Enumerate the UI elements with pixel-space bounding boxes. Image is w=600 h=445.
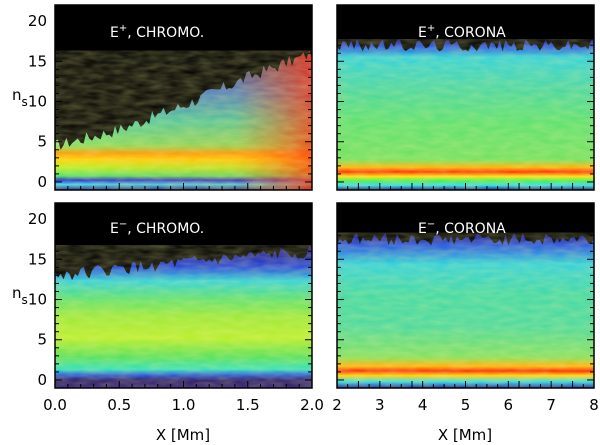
panel-corona-plus: [336, 4, 595, 191]
x-axis-label-left: X [Mm]: [156, 426, 210, 444]
x-tick-label: 2.0: [300, 396, 324, 414]
spectrum-texture: [337, 39, 594, 190]
panel-ticks: [54, 203, 313, 388]
y-axis-label-top: ns: [12, 86, 28, 109]
y-tick-label: 10: [28, 291, 47, 309]
y-tick-label: 0: [37, 173, 47, 191]
y-tick-label: 15: [28, 250, 47, 268]
panel-ticks: [336, 203, 595, 388]
x-tick-label: 1.5: [236, 396, 260, 414]
x-tick-label: 8: [589, 396, 599, 414]
x-tick-label: 4: [418, 396, 428, 414]
panel-ticks: [336, 5, 595, 190]
spectrum-texture: [55, 245, 312, 388]
x-tick-label: 0.5: [107, 396, 131, 414]
panel-title-chromo-minus: E−, CHROMO.: [110, 219, 204, 237]
y-tick-label: 20: [28, 210, 47, 228]
x-tick-label: 6: [504, 396, 514, 414]
panel-title-chromo-plus: E+, CHROMO.: [110, 23, 204, 41]
tick-labels: 0 5 10 15 20 0 5 10 15 20 0.0 0.5 1.0 1.5 2.0 2 3 4 5 6 7 8: [28, 12, 599, 414]
x-tick-label: 2: [332, 396, 342, 414]
y-tick-label: 15: [28, 52, 47, 70]
panel-chromo-plus: [54, 4, 313, 191]
panel-corona-minus: [336, 202, 595, 389]
y-tick-label: 0: [37, 371, 47, 389]
x-axis-label-right: X [Mm]: [438, 426, 492, 444]
panel-title-corona-minus: E−, CORONA: [418, 219, 506, 237]
x-tick-label: 5: [461, 396, 471, 414]
spectrum-texture: [337, 232, 594, 388]
panel-ticks: [54, 5, 313, 190]
panel-chromo-minus: [54, 202, 313, 389]
y-tick-label: 5: [37, 133, 47, 151]
y-tick-label: 20: [28, 12, 47, 30]
x-tick-label: 3: [375, 396, 385, 414]
y-tick-label: 10: [28, 93, 47, 111]
panel-title-corona-plus: E+, CORONA: [418, 23, 506, 41]
x-tick-label: 1.0: [172, 396, 196, 414]
spectrum-texture: [55, 50, 312, 190]
x-tick-label: 7: [546, 396, 556, 414]
y-axis-label-bottom: ns: [12, 284, 28, 307]
x-tick-label: 0.0: [43, 396, 67, 414]
y-tick-label: 5: [37, 331, 47, 349]
